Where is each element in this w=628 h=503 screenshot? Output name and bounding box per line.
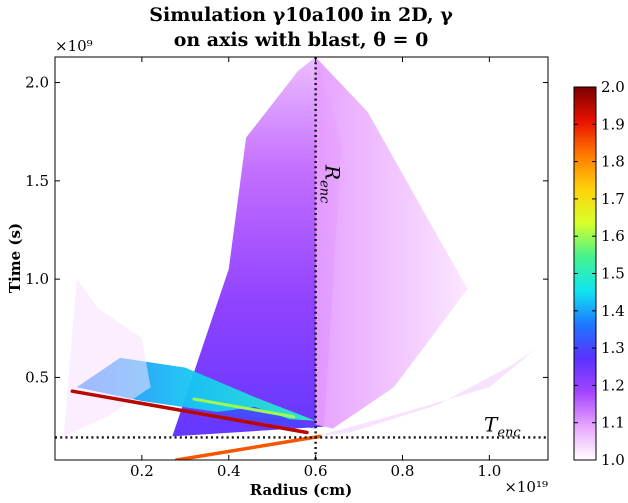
- region-main-fan: [172, 57, 342, 437]
- data-layer: [63, 57, 538, 460]
- colorbar-tick-label: 1.9: [601, 115, 625, 133]
- colorbar-ticks: 1.0 1.1 1.2 1.3 1.4 1.5 1.6 1.7 1.8 1.9 2.0: [574, 78, 625, 469]
- x-axis-label: Radius (cm): [250, 481, 353, 499]
- colorbar-tick-label: 1.1: [601, 414, 625, 432]
- colorbar-tick-label: 1.0: [601, 451, 625, 469]
- colorbar-tick-label: 1.7: [601, 190, 625, 208]
- colorbar-tick-label: 1.8: [601, 153, 625, 171]
- x-tick-label: 0.4: [217, 462, 241, 480]
- x-tick-label: 0.6: [304, 462, 328, 480]
- chart-title-line1: Simulation γ10a100 in 2D, γ: [149, 4, 453, 26]
- y-multiplier: ×10⁹: [55, 37, 93, 55]
- label-R_enc: Renc: [317, 164, 345, 204]
- y-tick-label: 0.5: [25, 368, 49, 386]
- x-tick-label: 0.8: [391, 462, 415, 480]
- y-tick-label: 1.0: [25, 270, 49, 288]
- shock-line-secondary-shock: [192, 397, 296, 419]
- annotation-layer: Renc Tenc: [55, 57, 548, 460]
- shock-line-upper-shock: [70, 389, 309, 435]
- colorbar-tick-label: 1.2: [601, 376, 625, 394]
- chart-title-line2: on axis with blast, θ = 0: [174, 29, 429, 51]
- colorbar-tick-label: 2.0: [601, 78, 625, 96]
- plot-frame: [54, 56, 549, 461]
- x-multiplier: ×10¹⁹: [504, 478, 548, 496]
- ticks-layer: 0.2 0.4 0.6 0.8 1.0 0.5 1.0 1.5 2.0: [25, 57, 548, 480]
- region-peak-wedge: [211, 406, 316, 429]
- y-tick-label: 2.0: [25, 74, 49, 92]
- label-T_enc: Tenc: [484, 412, 521, 440]
- x-tick-label: 1.0: [477, 462, 501, 480]
- region-outer-halo: [315, 57, 468, 429]
- colorbar-tick-label: 1.3: [601, 339, 625, 357]
- colorbar-tick-label: 1.5: [601, 265, 625, 283]
- y-axis-label: Time (s): [6, 223, 24, 293]
- y-tick-label: 1.5: [25, 172, 49, 190]
- shock-line-lower-shock: [174, 434, 322, 460]
- colorbar-tick-label: 1.6: [601, 227, 625, 245]
- region-left-blast: [63, 279, 151, 437]
- x-tick-label: 0.2: [130, 462, 154, 480]
- colorbar-tick-label: 1.4: [601, 302, 625, 320]
